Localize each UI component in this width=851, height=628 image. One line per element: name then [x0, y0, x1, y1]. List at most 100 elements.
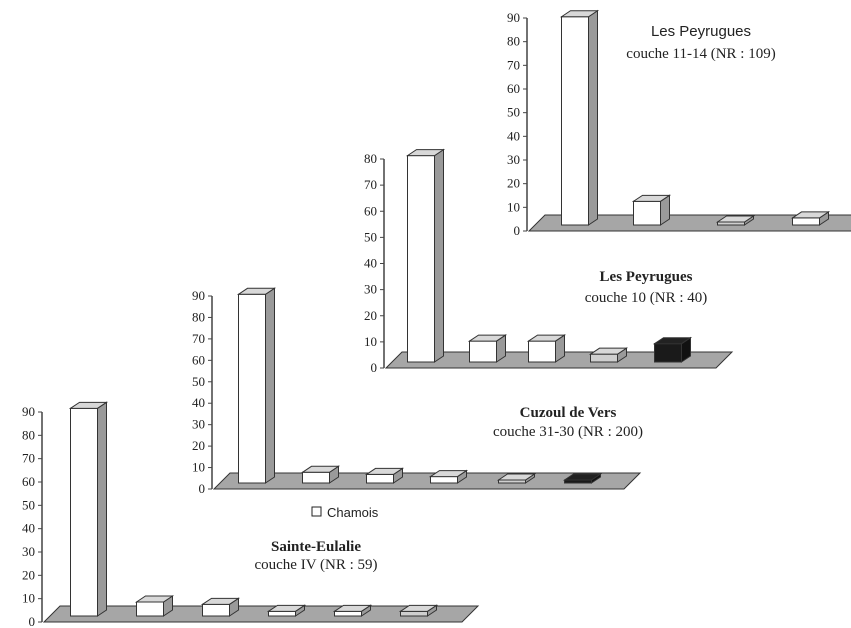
- chart-panel: 0 10 20 30 40 50 60 70 80: [364, 148, 734, 375]
- legend-label-chamois: Chamois: [327, 505, 379, 520]
- chart-floor: [527, 214, 851, 232]
- chart-title-sainte-eulalie: Sainte-Eulalie couche IV (NR : 59): [254, 539, 377, 573]
- bar: [300, 465, 341, 484]
- y-tick-label: 20: [507, 176, 520, 191]
- y-tick-label: 60: [364, 203, 377, 218]
- bar-top: [588, 347, 629, 355]
- y-tick-label: 30: [507, 152, 520, 167]
- bar-front: [302, 471, 330, 484]
- y-tick-label: 10: [364, 334, 377, 349]
- bar: [790, 210, 831, 226]
- bar: [631, 194, 672, 226]
- bar-top: [236, 287, 277, 295]
- bar-front: [268, 610, 296, 617]
- bar: [467, 334, 508, 363]
- bar-top: [266, 604, 307, 612]
- bar-front: [528, 340, 556, 363]
- y-tick-label: 40: [507, 128, 520, 143]
- bar-top: [428, 470, 469, 478]
- y-tick-label: 30: [22, 544, 35, 559]
- bar-front: [238, 293, 266, 484]
- bar-front: [70, 407, 98, 617]
- bar: [526, 334, 567, 363]
- bar-top: [364, 467, 405, 475]
- bar-side: [588, 9, 598, 226]
- chart-title-peyrugues-11-14: Les Peyrugues couche 11-14 (NR : 109): [626, 23, 775, 62]
- bar-front: [792, 217, 820, 226]
- bar-top: [790, 211, 831, 219]
- chart-title: Sainte-Eulalie: [271, 539, 361, 555]
- bar-front: [366, 473, 394, 484]
- y-tick-label: 10: [22, 591, 35, 606]
- bar: [588, 347, 629, 363]
- y-tick-label: 20: [192, 438, 205, 453]
- chart-title-cuzoul: Cuzoul de Vers couche 31-30 (NR : 200): [493, 405, 643, 440]
- y-tick-label: 90: [507, 10, 520, 25]
- y-tick-label: 90: [22, 404, 35, 419]
- bar-side: [265, 287, 275, 484]
- bar-top: [68, 401, 109, 409]
- bar-top: [332, 604, 373, 612]
- y-tick-label: 10: [507, 199, 520, 214]
- legend-swatch-chamois: [311, 506, 322, 517]
- bar: [236, 287, 277, 484]
- y-tick-label: 70: [192, 331, 205, 346]
- chart-subtitle: couche 11-14 (NR : 109): [626, 46, 775, 62]
- y-tick-label: 40: [22, 521, 35, 536]
- bar-front: [590, 353, 618, 363]
- bar-top: [559, 10, 600, 18]
- chart-panel: 0 10 20 30 40 50 60 70 80 90: [192, 287, 642, 496]
- bar: [68, 401, 109, 617]
- bar: [266, 604, 307, 617]
- bar-top: [562, 473, 603, 481]
- y-tick-label: 20: [22, 567, 35, 582]
- bar: [134, 595, 175, 617]
- bar: [496, 473, 537, 484]
- chart-subtitle: couche IV (NR : 59): [254, 557, 377, 573]
- bar-side: [97, 401, 107, 617]
- bar-front: [334, 610, 362, 617]
- bar-top: [134, 595, 175, 603]
- bar: [200, 597, 241, 617]
- chart-title: Les Peyrugues: [600, 269, 693, 285]
- y-tick-label: 70: [22, 451, 35, 466]
- bar-top: [200, 597, 241, 605]
- y-tick-label: 0: [514, 223, 521, 238]
- bar-top: [526, 334, 567, 342]
- bar-front: [633, 200, 661, 226]
- chart-panels: 0 10 20 30 40 50 60 70 80 90 0 10 20 30 40 50 60 70 80 90 0 1…: [22, 9, 851, 628]
- bar-front: [407, 155, 435, 363]
- y-tick-label: 30: [364, 282, 377, 297]
- bar-top: [715, 215, 756, 223]
- bar-front: [136, 601, 164, 617]
- y-tick-label: 80: [364, 151, 377, 166]
- bar: [715, 215, 756, 226]
- bar-top: [652, 337, 693, 345]
- bar: [562, 473, 603, 484]
- y-tick-label: 0: [371, 360, 378, 375]
- y-tick-label: 50: [22, 497, 35, 512]
- chart-title: Cuzoul de Vers: [520, 405, 617, 421]
- chart-panel: 0 10 20 30 40 50 60 70 80 90: [22, 401, 480, 628]
- y-tick-label: 70: [507, 57, 520, 72]
- y-tick-label: 60: [192, 352, 205, 367]
- bar: [364, 467, 405, 484]
- y-tick-label: 10: [192, 460, 205, 475]
- bar-front: [400, 610, 428, 617]
- bar-top: [398, 604, 439, 612]
- bar: [652, 336, 693, 363]
- chart-panel: 0 10 20 30 40 50 60 70 80 90: [507, 9, 851, 238]
- y-tick-label: 50: [192, 374, 205, 389]
- bar: [559, 9, 600, 226]
- bar-front: [202, 603, 230, 617]
- y-tick-label: 20: [364, 308, 377, 323]
- y-tick-label: 30: [192, 417, 205, 432]
- y-tick-label: 60: [507, 81, 520, 96]
- chart-subtitle: couche 10 (NR : 40): [585, 290, 707, 306]
- y-tick-label: 40: [192, 395, 205, 410]
- y-tick-label: 90: [192, 288, 205, 303]
- bar-top: [631, 194, 672, 202]
- bar-top: [405, 149, 446, 157]
- y-tick-label: 70: [364, 177, 377, 192]
